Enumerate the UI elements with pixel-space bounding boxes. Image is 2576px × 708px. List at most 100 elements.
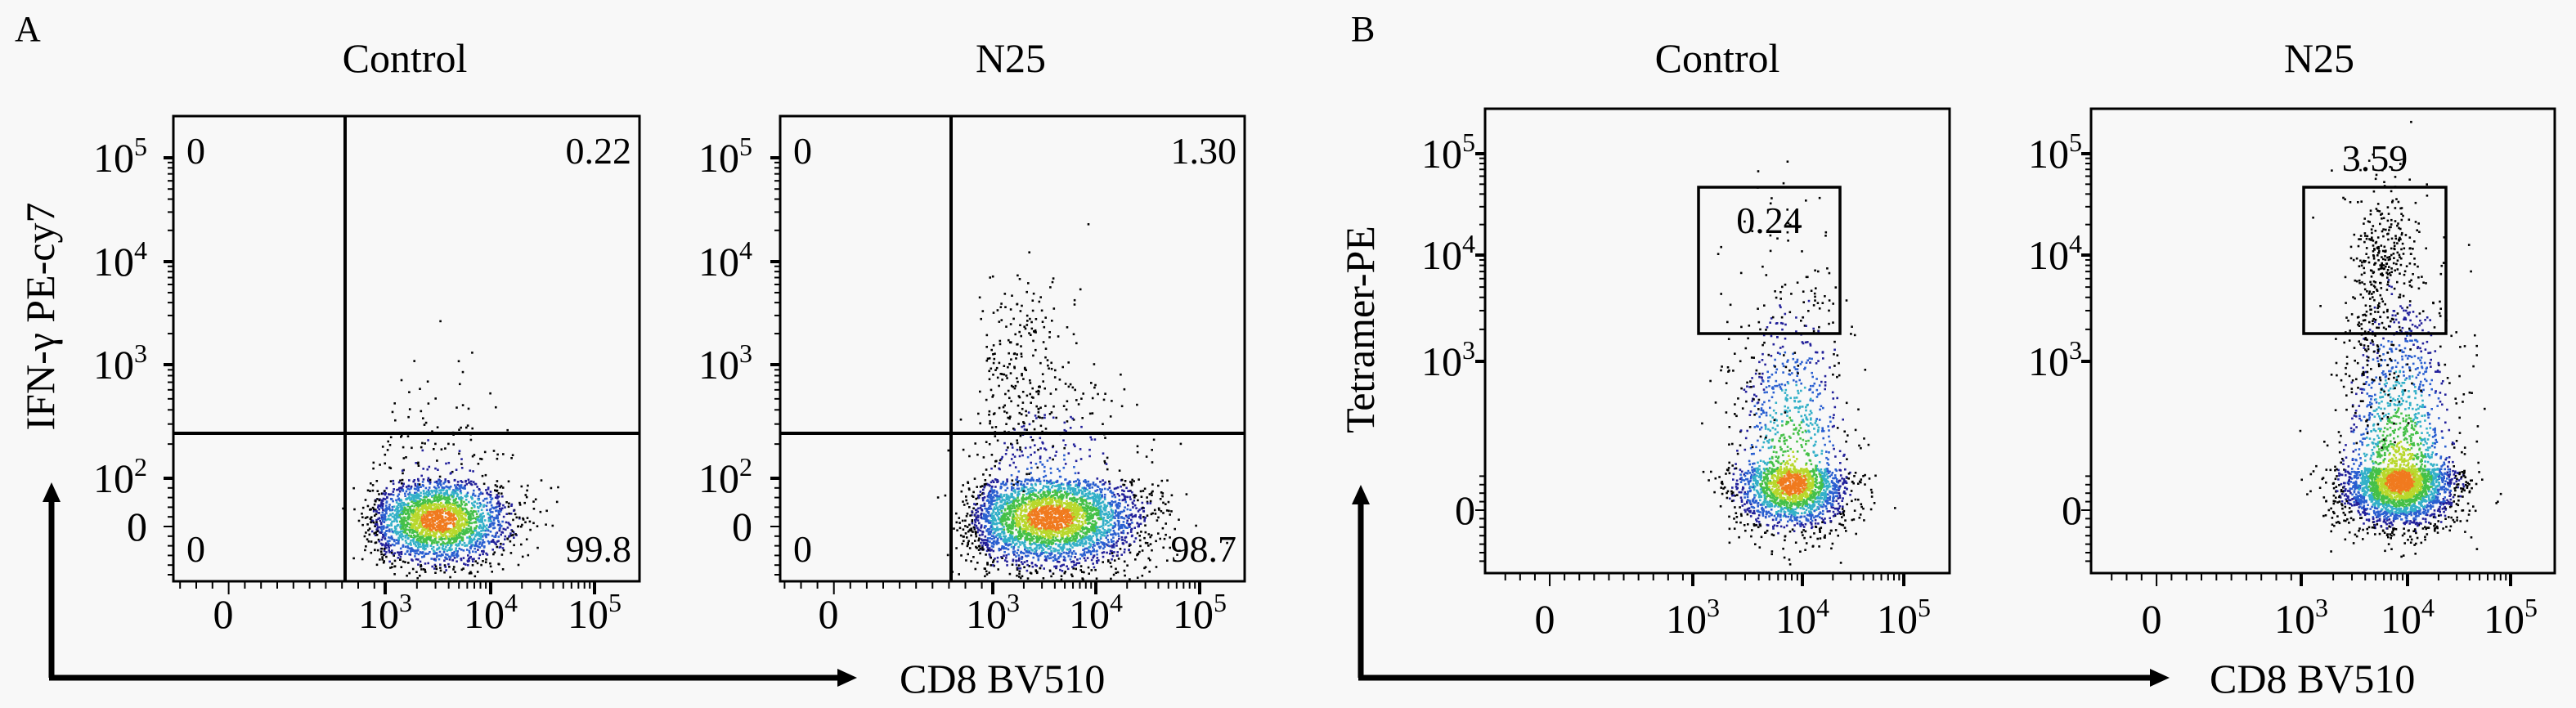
event-dot xyxy=(994,464,996,468)
event-dot xyxy=(412,538,415,540)
event-dot xyxy=(434,506,438,509)
tick-base: 10 xyxy=(93,455,134,501)
event-dot xyxy=(428,486,431,489)
event-dot xyxy=(1098,526,1101,528)
event-dot xyxy=(388,530,391,533)
event-dot xyxy=(454,501,457,504)
x-tick-label: 103 xyxy=(966,588,1020,637)
event-dot xyxy=(1021,527,1023,531)
event-dot xyxy=(449,518,452,522)
event-dot xyxy=(458,452,460,455)
event-dot xyxy=(1066,400,1069,403)
event-dot xyxy=(438,498,441,501)
event-dot xyxy=(460,510,462,513)
event-dot xyxy=(395,542,397,544)
event-dot xyxy=(455,534,458,537)
event-dot xyxy=(454,499,456,501)
event-dot xyxy=(458,450,461,452)
event-dot xyxy=(1057,500,1060,502)
event-dot xyxy=(1049,511,1052,513)
event-dot xyxy=(1106,517,1109,519)
event-dot xyxy=(442,551,446,553)
event-dot xyxy=(417,558,420,561)
event-dot xyxy=(394,419,397,422)
event-dot xyxy=(1054,543,1057,545)
event-dot xyxy=(988,443,991,446)
event-dot xyxy=(489,518,491,520)
event-dot xyxy=(1010,482,1013,485)
event-dot xyxy=(1063,542,1066,544)
event-dot xyxy=(1077,531,1079,535)
event-dot xyxy=(416,576,419,580)
event-dot xyxy=(432,513,434,516)
event-dot xyxy=(982,497,985,500)
event-dot xyxy=(478,526,480,528)
event-dot xyxy=(1126,495,1129,499)
event-dot xyxy=(1008,523,1011,527)
event-dot xyxy=(1062,487,1066,490)
event-dot xyxy=(423,510,425,513)
event-dot xyxy=(433,517,437,520)
event-dot xyxy=(471,352,473,354)
event-dot xyxy=(365,531,367,534)
event-dot xyxy=(470,534,473,536)
event-dot xyxy=(415,504,418,507)
event-dot xyxy=(1106,531,1109,534)
event-dot xyxy=(1004,538,1007,541)
event-dot xyxy=(1124,574,1126,577)
event-dot xyxy=(487,517,491,519)
event-dot xyxy=(985,530,989,532)
event-dot xyxy=(457,544,460,547)
event-dot xyxy=(1020,509,1023,513)
event-dot xyxy=(422,547,425,550)
event-dot xyxy=(1106,520,1108,522)
event-dot xyxy=(971,519,974,522)
event-dot xyxy=(397,504,400,507)
event-dot xyxy=(1151,512,1154,515)
event-dot xyxy=(1086,512,1089,515)
event-dot xyxy=(457,360,460,363)
event-dot xyxy=(1034,493,1037,496)
event-dot xyxy=(459,383,461,386)
event-dot xyxy=(486,501,489,504)
tick-base: 0 xyxy=(819,591,839,637)
axis-arrow-a xyxy=(43,482,857,687)
event-dot xyxy=(1006,480,1008,483)
event-dot xyxy=(395,513,397,517)
event-dot xyxy=(370,540,373,543)
event-dot xyxy=(424,507,428,510)
event-dot xyxy=(489,508,492,511)
event-dot xyxy=(422,485,424,487)
event-dot xyxy=(1000,511,1003,514)
event-dot xyxy=(981,549,985,551)
event-dot xyxy=(361,516,364,518)
event-dot xyxy=(379,531,381,534)
event-dot xyxy=(1028,479,1031,482)
event-dot xyxy=(1088,509,1092,512)
event-dot xyxy=(491,511,494,513)
event-dot xyxy=(393,552,397,554)
event-dot xyxy=(1081,571,1084,573)
event-dot xyxy=(1108,486,1111,489)
event-dot xyxy=(1017,499,1021,502)
event-dot xyxy=(1111,500,1113,503)
event-dot xyxy=(1081,507,1084,509)
event-dot xyxy=(1061,549,1064,552)
event-dot xyxy=(1084,531,1088,534)
event-dot xyxy=(442,518,445,521)
event-dot xyxy=(384,518,387,520)
event-dot xyxy=(1037,491,1040,494)
event-dot xyxy=(402,522,406,525)
event-dot xyxy=(441,525,443,527)
event-dot xyxy=(1043,447,1046,450)
event-dot xyxy=(1096,562,1098,564)
event-dot xyxy=(1016,500,1019,502)
event-dot xyxy=(1021,504,1024,507)
event-dot xyxy=(990,486,994,488)
event-dot xyxy=(462,557,465,559)
event-dot xyxy=(478,504,482,508)
event-dot xyxy=(485,489,487,491)
event-dot xyxy=(388,546,391,549)
event-dot xyxy=(1024,490,1026,493)
event-dot xyxy=(499,510,502,513)
